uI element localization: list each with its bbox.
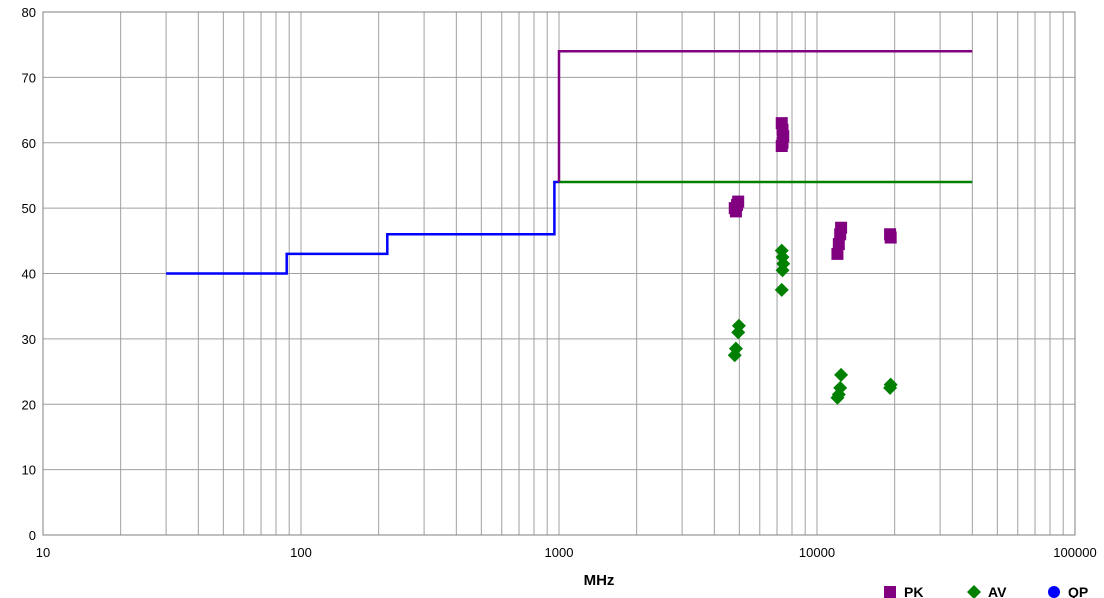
- av-point: [731, 318, 746, 333]
- av-point: [774, 243, 789, 258]
- pk-point: [832, 238, 845, 251]
- y-tick-label: 60: [22, 136, 36, 151]
- y-tick-labels: 0 10 20 30 40 50 60 70 80: [22, 5, 36, 543]
- x-tick-label: 1000: [545, 545, 574, 560]
- plot-area-frame: [42, 11, 1076, 536]
- pk-point: [775, 140, 788, 153]
- y-tick-label: 0: [29, 528, 36, 543]
- legend-label-pk: PK: [904, 584, 923, 598]
- limit-line: [557, 49, 973, 182]
- y-tick-label: 40: [22, 267, 36, 282]
- limit-line: [166, 180, 559, 275]
- av-point: [728, 341, 743, 356]
- y-tick-label: 10: [22, 463, 36, 478]
- y-tick-label: 70: [22, 70, 36, 85]
- pk-point: [831, 247, 844, 260]
- grid: [42, 11, 1076, 536]
- x-tick-labels: 10 100 1000 10000 100000: [36, 545, 1097, 560]
- legend-marker-av: [967, 585, 981, 598]
- limit-lines: [166, 49, 973, 275]
- av-point: [883, 377, 898, 392]
- x-tick-label: 100000: [1053, 545, 1096, 560]
- av-point: [834, 367, 849, 382]
- y-tick-label: 50: [22, 201, 36, 216]
- x-tick-label: 10000: [799, 545, 835, 560]
- x-tick-label: 10: [36, 545, 50, 560]
- x-axis-label: MHz: [584, 572, 615, 589]
- legend-label-av: AV: [988, 584, 1007, 598]
- y-tick-label: 80: [22, 5, 36, 20]
- y-tick-label: 20: [22, 397, 36, 412]
- legend-marker-qp: [1048, 586, 1060, 598]
- y-tick-label: 30: [22, 332, 36, 347]
- x-tick-label: 100: [290, 545, 312, 560]
- legend-label-qp: QP: [1068, 584, 1088, 598]
- pk-point: [884, 231, 897, 244]
- av-point: [833, 380, 848, 395]
- data-points: [727, 117, 898, 405]
- legend: PK AV QP: [884, 584, 1088, 598]
- legend-marker-pk: [884, 586, 896, 598]
- pk-point: [732, 195, 745, 208]
- pk-point: [835, 221, 848, 234]
- av-point: [774, 282, 789, 297]
